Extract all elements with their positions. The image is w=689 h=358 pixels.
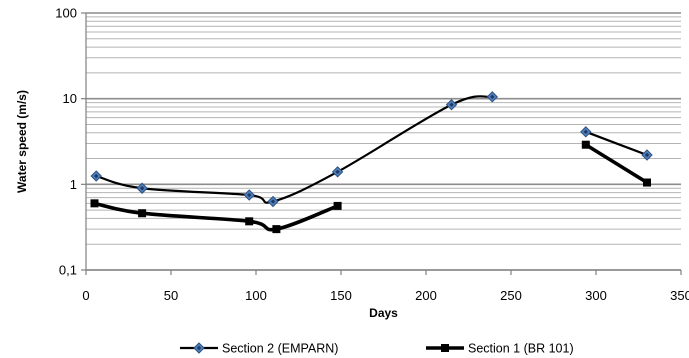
x-tick-label: 0 — [82, 288, 89, 303]
y-axis-label-text: Water speed (m/s) — [15, 90, 29, 193]
y-tick-labels: 0,1 1 10 100 — [55, 6, 86, 278]
data-point-core — [247, 192, 252, 198]
data-point — [333, 201, 342, 210]
x-tick-label: 50 — [164, 288, 178, 303]
x-tick-label: 200 — [415, 288, 437, 303]
data-point — [581, 140, 590, 149]
y-axis-label: Water speed (m/s) — [15, 90, 29, 193]
legend-item-2: Section 1 (BR 101) — [426, 342, 574, 356]
legend-label: Section 1 (BR 101) — [468, 342, 574, 356]
x-tick-label: 350 — [670, 288, 689, 303]
x-tick-label: 300 — [585, 288, 607, 303]
legend-item-1: Section 2 (EMPARN) — [180, 342, 338, 356]
x-tick-label: 250 — [500, 288, 522, 303]
data-point-core — [449, 102, 454, 107]
series-layer — [90, 91, 653, 234]
series-2 — [90, 140, 651, 234]
series-line-segment — [92, 201, 340, 232]
legend-swatch-marker — [441, 344, 449, 352]
data-point-core — [644, 152, 650, 158]
data-point — [272, 225, 281, 234]
grid-lines — [86, 12, 681, 271]
x-tick-label: 100 — [245, 288, 267, 303]
y-tick-label: 0,1 — [59, 263, 77, 278]
y-tick-label: 1 — [70, 177, 77, 192]
y-tick-label: 10 — [63, 91, 77, 106]
data-point-core — [270, 199, 276, 204]
data-point-core — [94, 173, 99, 179]
data-point — [90, 199, 99, 208]
data-point-core — [583, 129, 588, 135]
legend-label: Section 2 (EMPARN) — [222, 342, 338, 356]
legend: Section 2 (EMPARN) Section 1 (BR 101) — [180, 342, 574, 356]
data-point-core — [335, 169, 340, 175]
data-point — [245, 217, 254, 226]
y-tick-label: 100 — [55, 6, 77, 21]
series-1 — [90, 91, 653, 208]
data-point — [643, 178, 651, 187]
x-axis-label: Days — [369, 306, 398, 320]
data-point-core — [139, 186, 145, 191]
legend-swatch-marker-core — [196, 345, 202, 351]
data-point — [138, 209, 147, 218]
data-point-core — [490, 94, 495, 100]
x-tick-labels: 0 50 100 150 200 250 300 350 — [82, 270, 689, 303]
x-tick-label: 150 — [330, 288, 352, 303]
